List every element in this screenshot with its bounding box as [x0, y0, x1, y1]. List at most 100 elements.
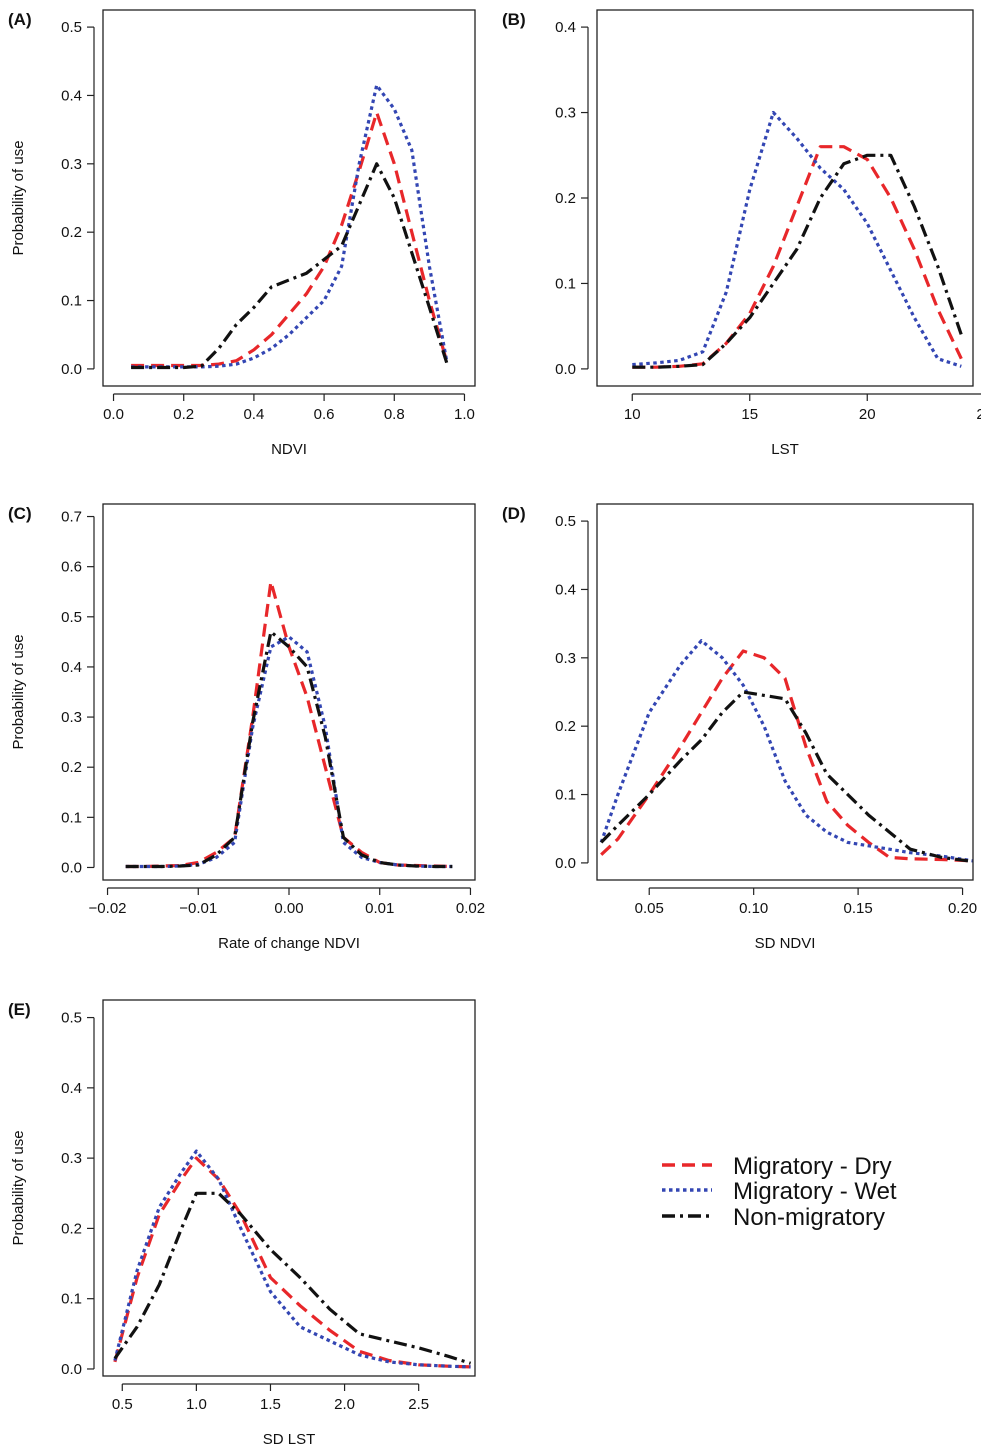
plot-frame: [596, 503, 974, 881]
series-line-migratory-dry: [131, 110, 449, 368]
x-axis-title: SD LST: [263, 1431, 316, 1448]
x-tick-label: −0.02: [89, 900, 127, 917]
plot-frame: [102, 999, 476, 1377]
y-tick-label: 0.4: [61, 659, 82, 676]
y-tick-label: 0.0: [61, 361, 82, 378]
series-line-non-migratory: [600, 690, 974, 864]
y-tick-label: 0.0: [61, 859, 82, 876]
legend: Migratory - Dry Migratory - Wet Non-migr…: [662, 1153, 897, 1231]
plot-frame: [102, 503, 476, 881]
x-tick-label: 2.5: [408, 1396, 429, 1413]
panels: 0.0 0.2 0.4 0.6 0.8 1.0 0.0 0.1 0.2 0.3 0.4 0.5 NDVI…: [8, 9, 981, 1448]
series-line-migratory-dry: [125, 580, 453, 869]
x-tick-label: 1.0: [454, 406, 475, 423]
y-tick-label: 0.3: [61, 709, 82, 726]
panel-e: 0.5 1.0 1.5 2.0 2.5 0.0 0.1 0.2 0.3 0.4 0.5 SD LST P…: [8, 999, 476, 1448]
x-axis-title: NDVI: [271, 441, 307, 458]
y-axis-title: Probability of use: [10, 1130, 27, 1245]
y-tick-label: 0.2: [555, 718, 576, 735]
y-tick-label: 0.1: [61, 1291, 82, 1308]
panel-d: 0.05 0.10 0.15 0.20 0.0 0.1 0.2 0.3 0.4 0.5 SD NDV…: [502, 503, 977, 952]
y-tick-label: 0.0: [555, 361, 576, 378]
x-tick-label: 0.15: [844, 900, 873, 917]
y-tick-label: 0.4: [61, 1080, 82, 1097]
x-tick-label: 1.0: [186, 1396, 207, 1413]
y-tick-label: 0.3: [61, 156, 82, 173]
x-tick-label: 0.8: [384, 406, 405, 423]
x-tick-label: 2.0: [334, 1396, 355, 1413]
y-tick-label: 0.5: [61, 19, 82, 36]
series-line-migratory-wet: [632, 110, 962, 368]
series-line-non-migratory: [632, 153, 963, 369]
legend-item-non-migratory: Non-migratory: [662, 1204, 885, 1231]
legend-label-non-migratory: Non-migratory: [733, 1204, 885, 1231]
x-tick-label: 0.0: [103, 406, 124, 423]
x-axis-title: SD NDVI: [755, 935, 816, 952]
y-axis-title: Probability of use: [10, 634, 27, 749]
x-tick-label: 0.10: [739, 900, 768, 917]
y-tick-label: 0.1: [555, 787, 576, 804]
panel-label: (B): [502, 10, 526, 29]
y-tick-label: 0.4: [555, 19, 576, 36]
y-tick-label: 0.7: [61, 509, 82, 526]
y-tick-label: 0.3: [61, 1150, 82, 1167]
panel-a: 0.0 0.2 0.4 0.6 0.8 1.0 0.0 0.1 0.2 0.3 0.4 0.5 NDVI…: [8, 9, 476, 458]
x-tick-label: 10: [624, 406, 641, 423]
legend-item-migratory-dry: Migratory - Dry: [662, 1153, 892, 1180]
x-tick-label: 15: [741, 406, 758, 423]
y-tick-label: 0.3: [555, 650, 576, 667]
legend-label-migratory-wet: Migratory - Wet: [733, 1178, 897, 1205]
x-tick-label: −0.01: [179, 900, 217, 917]
x-tick-label: 25: [976, 406, 981, 423]
y-tick-label: 0.3: [555, 105, 576, 122]
y-tick-label: 0.0: [61, 1361, 82, 1378]
series-line-non-migratory: [131, 162, 449, 370]
y-tick-label: 0.4: [555, 581, 576, 598]
x-axis-title: LST: [771, 441, 799, 458]
panel-label: (A): [8, 10, 32, 29]
series-line-migratory-wet: [599, 639, 974, 863]
series-line-migratory-dry: [632, 145, 963, 369]
plot-frame: [596, 9, 974, 387]
y-tick-label: 0.1: [61, 809, 82, 826]
x-tick-label: 0.4: [243, 406, 264, 423]
legend-label-migratory-dry: Migratory - Dry: [733, 1153, 892, 1180]
legend-item-migratory-wet: Migratory - Wet: [662, 1178, 897, 1205]
x-tick-label: 20: [859, 406, 876, 423]
x-tick-label: 0.01: [365, 900, 394, 917]
y-tick-label: 0.5: [61, 609, 82, 626]
y-tick-label: 0.4: [61, 87, 82, 104]
x-tick-label: 0.5: [112, 1396, 133, 1413]
y-tick-label: 0.1: [61, 293, 82, 310]
y-tick-label: 0.5: [555, 513, 576, 530]
series-line-migratory-wet: [131, 83, 449, 369]
x-axis-title: Rate of change NDVI: [218, 935, 360, 952]
y-tick-label: 0.2: [61, 1220, 82, 1237]
y-tick-label: 0.0: [555, 855, 576, 872]
y-tick-label: 0.1: [555, 275, 576, 292]
x-tick-label: 0.6: [314, 406, 335, 423]
x-tick-label: 0.2: [173, 406, 194, 423]
series-line-migratory-wet: [125, 635, 453, 869]
y-tick-label: 0.2: [555, 190, 576, 207]
x-tick-label: 1.5: [260, 1396, 281, 1413]
panel-label: (C): [8, 504, 32, 523]
y-tick-label: 0.5: [61, 1010, 82, 1027]
series-line-non-migratory: [125, 630, 453, 869]
y-tick-label: 0.2: [61, 759, 82, 776]
y-tick-label: 0.6: [61, 559, 82, 576]
panel-label: (D): [502, 504, 526, 523]
y-axis-title: Probability of use: [10, 140, 27, 255]
x-tick-label: 0.02: [456, 900, 485, 917]
x-tick-label: 0.20: [948, 900, 977, 917]
series-line-migratory-wet: [113, 1149, 471, 1369]
series-line-migratory-dry: [600, 649, 974, 863]
plot-frame: [102, 9, 476, 387]
x-tick-label: 0.05: [635, 900, 664, 917]
panel-label: (E): [8, 1000, 31, 1019]
series-line-non-migratory: [113, 1191, 472, 1365]
y-tick-label: 0.2: [61, 224, 82, 241]
panel-c: −0.02 −0.01 0.00 0.01 0.02 0.0 0.1 0.2 0.3 0.4 0.5…: [8, 503, 485, 952]
x-tick-label: 0.00: [274, 900, 303, 917]
